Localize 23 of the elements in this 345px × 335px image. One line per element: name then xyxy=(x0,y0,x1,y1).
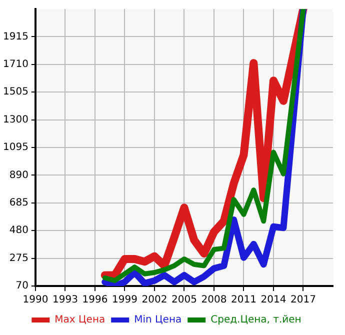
x-tick-label: 2014 xyxy=(260,294,286,306)
x-tick-label: 1999 xyxy=(112,294,138,306)
legend-label: Min Цена xyxy=(134,314,182,326)
x-tick-label: 2008 xyxy=(201,294,227,306)
y-tick-label: 1710 xyxy=(2,58,28,70)
y-tick-label: 70 xyxy=(16,280,28,292)
legend-label: Max Цена xyxy=(54,314,106,326)
x-tick-label: 1990 xyxy=(22,294,48,306)
x-tick-label: 2011 xyxy=(231,294,256,306)
y-tick-label: 1915 xyxy=(2,31,28,42)
y-tick-label: 890 xyxy=(9,170,28,181)
x-tick-label: 2002 xyxy=(142,294,168,306)
y-tick-label: 1300 xyxy=(2,114,28,126)
x-tick-label: 1996 xyxy=(82,294,108,306)
x-tick-label: 1993 xyxy=(52,294,78,306)
x-tick-label: 2017 xyxy=(290,294,316,306)
y-tick-label: 1095 xyxy=(2,142,28,154)
y-tick-label: 685 xyxy=(9,197,28,208)
y-tick-label: 480 xyxy=(9,225,28,236)
legend-label: Сред.Цена, т.йен xyxy=(210,314,302,326)
y-tick-label: 1505 xyxy=(2,86,28,98)
y-tick-label: 275 xyxy=(9,252,28,264)
x-tick-label: 2005 xyxy=(172,294,197,306)
